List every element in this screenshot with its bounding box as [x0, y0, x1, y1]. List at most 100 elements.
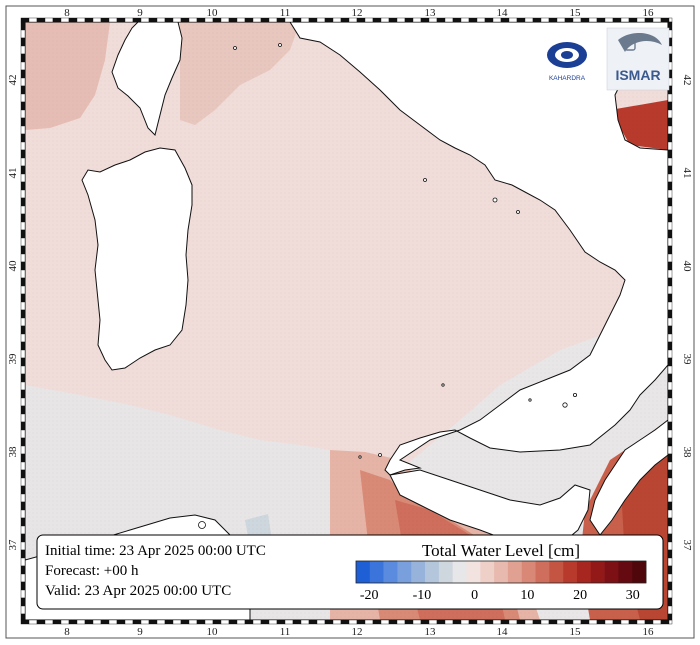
small-island	[378, 453, 382, 457]
frame-segment	[20, 173, 26, 183]
lon-tick-label: 14	[497, 7, 509, 19]
frame-segment	[667, 597, 673, 607]
frame-segment	[476, 17, 486, 23]
lat-tick-label: 39	[681, 354, 693, 366]
frame-segment	[20, 341, 26, 351]
frame-segment	[668, 619, 673, 625]
sicily-island	[389, 469, 591, 546]
frame-segment	[364, 619, 374, 625]
frame-segment	[20, 581, 26, 591]
frame-segment	[20, 245, 26, 255]
frame-segment	[532, 619, 542, 625]
frame-segment	[588, 619, 598, 625]
frame-segment	[540, 619, 550, 625]
frame-segment	[667, 493, 673, 503]
frame-segment	[20, 421, 26, 431]
frame-segment	[108, 17, 118, 23]
colorbar-cell	[535, 561, 550, 583]
frame-segment	[667, 549, 673, 559]
frame-segment	[667, 453, 673, 463]
initial-time-text: Initial time: 23 Apr 2025 00:00 UTC	[45, 543, 266, 559]
frame-segment	[92, 619, 102, 625]
frame-segment	[412, 17, 422, 23]
lon-tick-label: 13	[425, 626, 437, 638]
frame-segment	[20, 181, 26, 191]
small-island	[528, 398, 532, 402]
frame-segment	[252, 17, 262, 23]
frame-segment	[20, 357, 26, 367]
small-island	[233, 46, 237, 50]
colorbar-cell	[356, 561, 371, 583]
lat-tick-label: 39	[7, 353, 19, 365]
lon-labels-bottom: 8 9 10 11 12 13 14 15 16	[64, 626, 654, 638]
frame-segment	[667, 149, 673, 159]
colorbar-cell	[494, 561, 509, 583]
colorbar-cell	[563, 561, 578, 583]
frame-segment	[667, 589, 673, 599]
frame-segment	[180, 619, 190, 625]
frame-segment	[20, 109, 26, 119]
colorbar-tick-label: 30	[626, 588, 640, 603]
frame-segment	[20, 277, 26, 287]
frame-segment	[20, 445, 26, 455]
frame-segment	[20, 149, 26, 159]
frame-segment	[580, 17, 590, 23]
lon-tick-label: 8	[64, 626, 70, 638]
lat-tick-label: 38	[7, 446, 19, 458]
valid-time-text: Valid: 23 Apr 2025 00:00 UTC	[45, 583, 231, 599]
frame-segment	[667, 141, 673, 151]
lon-tick-label: 8	[64, 7, 70, 19]
frame-segment	[332, 17, 342, 23]
colorbar-cell	[397, 561, 412, 583]
lon-tick-label: 10	[207, 626, 219, 638]
frame-segment	[20, 613, 26, 621]
frame-segment	[140, 619, 150, 625]
frame-segment	[20, 453, 26, 463]
frame-segment	[124, 17, 134, 23]
frame-segment	[36, 619, 46, 625]
frame-segment	[308, 17, 318, 23]
frame-segment	[20, 541, 26, 551]
lon-tick-label: 12	[352, 7, 363, 19]
lon-tick-label: 13	[425, 7, 437, 19]
frame-segment	[667, 93, 673, 103]
frame-segment	[492, 619, 502, 625]
frame-segment	[667, 469, 673, 479]
frame-segment	[260, 17, 270, 23]
frame-segment	[667, 237, 673, 247]
frame-segment	[20, 165, 26, 175]
lat-tick-label: 41	[7, 168, 19, 179]
colorbar-cell	[438, 561, 453, 583]
frame-segment	[667, 517, 673, 527]
lon-tick-label: 11	[280, 7, 291, 19]
frame-segment	[636, 619, 646, 625]
lat-tick-label: 40	[7, 260, 19, 272]
frame-segment	[20, 309, 26, 319]
frame-segment	[372, 619, 382, 625]
frame-segment	[667, 101, 673, 111]
colorbar-title: Total Water Level [cm]	[422, 541, 580, 560]
colorbar-cell	[383, 561, 398, 583]
frame-segment	[20, 269, 26, 279]
frame-segment	[228, 619, 238, 625]
frame-segment	[524, 619, 534, 625]
frame-segment	[436, 619, 446, 625]
wave-logo-icon	[618, 33, 662, 52]
lon-tick-label: 9	[137, 626, 143, 638]
frame-segment	[508, 619, 518, 625]
frame-segment	[20, 253, 26, 263]
frame-segment	[20, 461, 26, 471]
colorbar-cell	[632, 561, 647, 583]
frame-segment	[20, 237, 26, 247]
frame-segment	[60, 619, 70, 625]
frame-segment	[20, 549, 26, 559]
frame-segment	[667, 285, 673, 295]
colorbar-cell	[466, 561, 481, 583]
small-island	[358, 455, 362, 459]
lat-labels-left: 37 38 39 40 41 42	[7, 75, 19, 551]
frame-segment	[292, 17, 302, 23]
frame-segment	[667, 133, 673, 143]
frame-segment	[667, 213, 673, 223]
frame-segment	[380, 17, 390, 23]
